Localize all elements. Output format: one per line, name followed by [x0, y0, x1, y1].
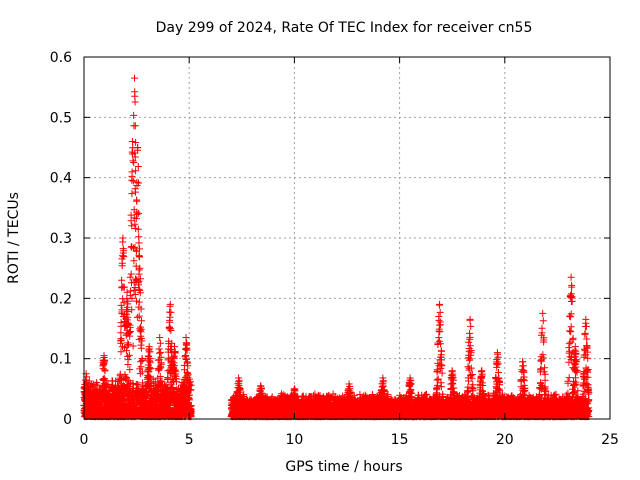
data-point: [182, 352, 190, 360]
data-point: [133, 313, 141, 321]
data-point: [132, 188, 139, 196]
data-point: [128, 243, 136, 250]
data-points: [80, 74, 593, 421]
data-point: [128, 190, 136, 198]
data-point: [124, 356, 132, 364]
data-point: [125, 351, 133, 359]
data-point: [135, 266, 143, 274]
data-point: [125, 341, 132, 349]
data-point: [128, 168, 136, 176]
data-point: [137, 344, 145, 352]
data-point: [138, 356, 146, 364]
data-point: [101, 367, 109, 375]
data-point: [124, 339, 132, 347]
data-point: [136, 253, 143, 261]
data-point: [135, 233, 143, 241]
data-point: [133, 197, 141, 205]
data-point: [130, 111, 138, 119]
data-point: [126, 273, 134, 281]
data-point: [117, 336, 125, 344]
data-point: [117, 348, 125, 356]
data-point: [131, 291, 139, 298]
data-point: [127, 287, 134, 295]
data-point: [118, 276, 126, 284]
data-point: [127, 270, 135, 278]
data-point: [130, 159, 138, 166]
data-point: [104, 380, 112, 388]
data-point: [135, 239, 143, 247]
data-point: [131, 243, 139, 251]
data-point: [129, 342, 137, 350]
data-point: [94, 381, 102, 389]
data-point: [131, 220, 139, 228]
data-point: [101, 376, 109, 384]
data-point: [126, 366, 134, 374]
